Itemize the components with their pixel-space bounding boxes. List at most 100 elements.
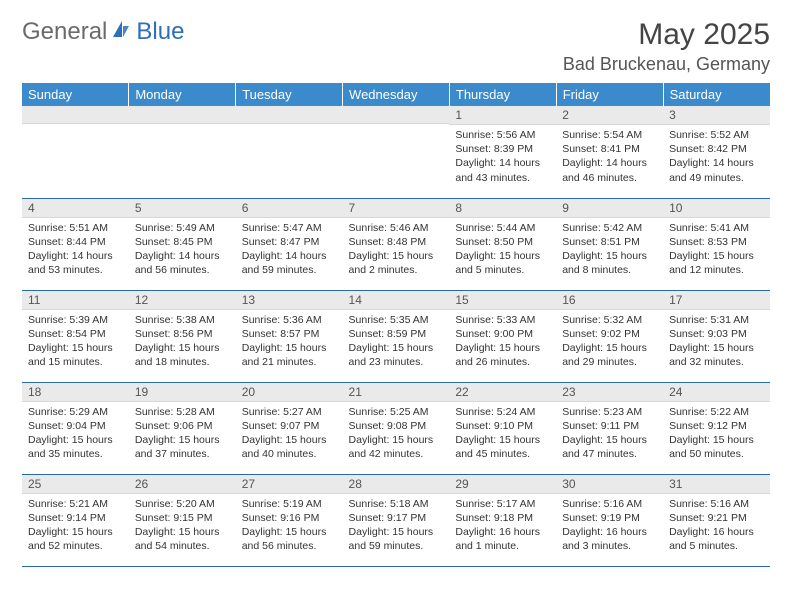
day-number bbox=[129, 106, 236, 124]
daylight-text: Daylight: 15 hours and 35 minutes. bbox=[28, 433, 123, 461]
calendar-day-cell: 2Sunrise: 5:54 AMSunset: 8:41 PMDaylight… bbox=[556, 106, 663, 198]
daylight-text: Daylight: 15 hours and 2 minutes. bbox=[349, 249, 444, 277]
sunset-text: Sunset: 9:04 PM bbox=[28, 419, 123, 433]
header: General Blue May 2025 Bad Bruckenau, Ger… bbox=[22, 18, 770, 75]
day-details: Sunrise: 5:20 AMSunset: 9:15 PMDaylight:… bbox=[129, 494, 236, 560]
sunrise-text: Sunrise: 5:20 AM bbox=[135, 497, 230, 511]
sunset-text: Sunset: 8:51 PM bbox=[562, 235, 657, 249]
sunset-text: Sunset: 9:08 PM bbox=[349, 419, 444, 433]
sunset-text: Sunset: 9:16 PM bbox=[242, 511, 337, 525]
daylight-text: Daylight: 15 hours and 45 minutes. bbox=[455, 433, 550, 461]
calendar-day-cell bbox=[236, 106, 343, 198]
sunset-text: Sunset: 8:41 PM bbox=[562, 142, 657, 156]
day-details: Sunrise: 5:21 AMSunset: 9:14 PMDaylight:… bbox=[22, 494, 129, 560]
sunrise-text: Sunrise: 5:49 AM bbox=[135, 221, 230, 235]
day-number bbox=[343, 106, 450, 124]
calendar-week-row: 25Sunrise: 5:21 AMSunset: 9:14 PMDayligh… bbox=[22, 474, 770, 566]
calendar-week-row: 1Sunrise: 5:56 AMSunset: 8:39 PMDaylight… bbox=[22, 106, 770, 198]
calendar-day-cell: 17Sunrise: 5:31 AMSunset: 9:03 PMDayligh… bbox=[663, 290, 770, 382]
sunset-text: Sunset: 9:17 PM bbox=[349, 511, 444, 525]
sunset-text: Sunset: 8:56 PM bbox=[135, 327, 230, 341]
daylight-text: Daylight: 15 hours and 23 minutes. bbox=[349, 341, 444, 369]
day-number: 20 bbox=[236, 383, 343, 402]
daylight-text: Daylight: 15 hours and 56 minutes. bbox=[242, 525, 337, 553]
calendar-day-cell: 16Sunrise: 5:32 AMSunset: 9:02 PMDayligh… bbox=[556, 290, 663, 382]
weekday-header-row: Sunday Monday Tuesday Wednesday Thursday… bbox=[22, 83, 770, 106]
daylight-text: Daylight: 15 hours and 37 minutes. bbox=[135, 433, 230, 461]
sunrise-text: Sunrise: 5:19 AM bbox=[242, 497, 337, 511]
day-details: Sunrise: 5:18 AMSunset: 9:17 PMDaylight:… bbox=[343, 494, 450, 560]
daylight-text: Daylight: 15 hours and 47 minutes. bbox=[562, 433, 657, 461]
weekday-header: Saturday bbox=[663, 83, 770, 106]
day-details: Sunrise: 5:36 AMSunset: 8:57 PMDaylight:… bbox=[236, 310, 343, 376]
day-details: Sunrise: 5:28 AMSunset: 9:06 PMDaylight:… bbox=[129, 402, 236, 468]
day-number: 19 bbox=[129, 383, 236, 402]
calendar-day-cell: 27Sunrise: 5:19 AMSunset: 9:16 PMDayligh… bbox=[236, 474, 343, 566]
day-details: Sunrise: 5:32 AMSunset: 9:02 PMDaylight:… bbox=[556, 310, 663, 376]
day-details: Sunrise: 5:16 AMSunset: 9:21 PMDaylight:… bbox=[663, 494, 770, 560]
logo-text-blue: Blue bbox=[136, 18, 184, 46]
daylight-text: Daylight: 15 hours and 54 minutes. bbox=[135, 525, 230, 553]
day-number: 18 bbox=[22, 383, 129, 402]
sunrise-text: Sunrise: 5:21 AM bbox=[28, 497, 123, 511]
sunrise-text: Sunrise: 5:39 AM bbox=[28, 313, 123, 327]
calendar-day-cell: 1Sunrise: 5:56 AMSunset: 8:39 PMDaylight… bbox=[449, 106, 556, 198]
logo-text-general: General bbox=[22, 18, 107, 46]
sunrise-text: Sunrise: 5:38 AM bbox=[135, 313, 230, 327]
sunset-text: Sunset: 8:47 PM bbox=[242, 235, 337, 249]
day-number: 25 bbox=[22, 475, 129, 494]
day-details: Sunrise: 5:31 AMSunset: 9:03 PMDaylight:… bbox=[663, 310, 770, 376]
calendar-day-cell: 3Sunrise: 5:52 AMSunset: 8:42 PMDaylight… bbox=[663, 106, 770, 198]
day-number: 21 bbox=[343, 383, 450, 402]
calendar-day-cell: 29Sunrise: 5:17 AMSunset: 9:18 PMDayligh… bbox=[449, 474, 556, 566]
calendar-day-cell: 30Sunrise: 5:16 AMSunset: 9:19 PMDayligh… bbox=[556, 474, 663, 566]
day-number bbox=[236, 106, 343, 124]
day-details: Sunrise: 5:38 AMSunset: 8:56 PMDaylight:… bbox=[129, 310, 236, 376]
sunset-text: Sunset: 8:45 PM bbox=[135, 235, 230, 249]
day-number: 23 bbox=[556, 383, 663, 402]
sunrise-text: Sunrise: 5:52 AM bbox=[669, 128, 764, 142]
day-details: Sunrise: 5:46 AMSunset: 8:48 PMDaylight:… bbox=[343, 218, 450, 284]
sunset-text: Sunset: 9:10 PM bbox=[455, 419, 550, 433]
daylight-text: Daylight: 14 hours and 56 minutes. bbox=[135, 249, 230, 277]
sunrise-text: Sunrise: 5:23 AM bbox=[562, 405, 657, 419]
sunrise-text: Sunrise: 5:18 AM bbox=[349, 497, 444, 511]
day-number: 16 bbox=[556, 291, 663, 310]
calendar-day-cell: 9Sunrise: 5:42 AMSunset: 8:51 PMDaylight… bbox=[556, 198, 663, 290]
daylight-text: Daylight: 15 hours and 12 minutes. bbox=[669, 249, 764, 277]
daylight-text: Daylight: 14 hours and 49 minutes. bbox=[669, 156, 764, 184]
day-details: Sunrise: 5:16 AMSunset: 9:19 PMDaylight:… bbox=[556, 494, 663, 560]
calendar-day-cell: 13Sunrise: 5:36 AMSunset: 8:57 PMDayligh… bbox=[236, 290, 343, 382]
weekday-header: Wednesday bbox=[343, 83, 450, 106]
day-details: Sunrise: 5:49 AMSunset: 8:45 PMDaylight:… bbox=[129, 218, 236, 284]
daylight-text: Daylight: 15 hours and 52 minutes. bbox=[28, 525, 123, 553]
day-details: Sunrise: 5:23 AMSunset: 9:11 PMDaylight:… bbox=[556, 402, 663, 468]
weekday-header: Sunday bbox=[22, 83, 129, 106]
calendar-day-cell: 28Sunrise: 5:18 AMSunset: 9:17 PMDayligh… bbox=[343, 474, 450, 566]
sunset-text: Sunset: 9:19 PM bbox=[562, 511, 657, 525]
day-details: Sunrise: 5:47 AMSunset: 8:47 PMDaylight:… bbox=[236, 218, 343, 284]
sunrise-text: Sunrise: 5:35 AM bbox=[349, 313, 444, 327]
sunrise-text: Sunrise: 5:28 AM bbox=[135, 405, 230, 419]
sunset-text: Sunset: 8:44 PM bbox=[28, 235, 123, 249]
daylight-text: Daylight: 15 hours and 15 minutes. bbox=[28, 341, 123, 369]
sunrise-text: Sunrise: 5:22 AM bbox=[669, 405, 764, 419]
sunset-text: Sunset: 9:02 PM bbox=[562, 327, 657, 341]
day-details: Sunrise: 5:44 AMSunset: 8:50 PMDaylight:… bbox=[449, 218, 556, 284]
calendar-day-cell: 7Sunrise: 5:46 AMSunset: 8:48 PMDaylight… bbox=[343, 198, 450, 290]
sunset-text: Sunset: 9:15 PM bbox=[135, 511, 230, 525]
sunrise-text: Sunrise: 5:44 AM bbox=[455, 221, 550, 235]
sunrise-text: Sunrise: 5:36 AM bbox=[242, 313, 337, 327]
month-title: May 2025 bbox=[563, 18, 770, 52]
day-number: 29 bbox=[449, 475, 556, 494]
sunset-text: Sunset: 9:18 PM bbox=[455, 511, 550, 525]
sunrise-text: Sunrise: 5:46 AM bbox=[349, 221, 444, 235]
day-details: Sunrise: 5:19 AMSunset: 9:16 PMDaylight:… bbox=[236, 494, 343, 560]
day-details: Sunrise: 5:41 AMSunset: 8:53 PMDaylight:… bbox=[663, 218, 770, 284]
daylight-text: Daylight: 15 hours and 5 minutes. bbox=[455, 249, 550, 277]
calendar-day-cell: 18Sunrise: 5:29 AMSunset: 9:04 PMDayligh… bbox=[22, 382, 129, 474]
daylight-text: Daylight: 14 hours and 53 minutes. bbox=[28, 249, 123, 277]
title-block: May 2025 Bad Bruckenau, Germany bbox=[563, 18, 770, 75]
day-number: 30 bbox=[556, 475, 663, 494]
daylight-text: Daylight: 14 hours and 46 minutes. bbox=[562, 156, 657, 184]
